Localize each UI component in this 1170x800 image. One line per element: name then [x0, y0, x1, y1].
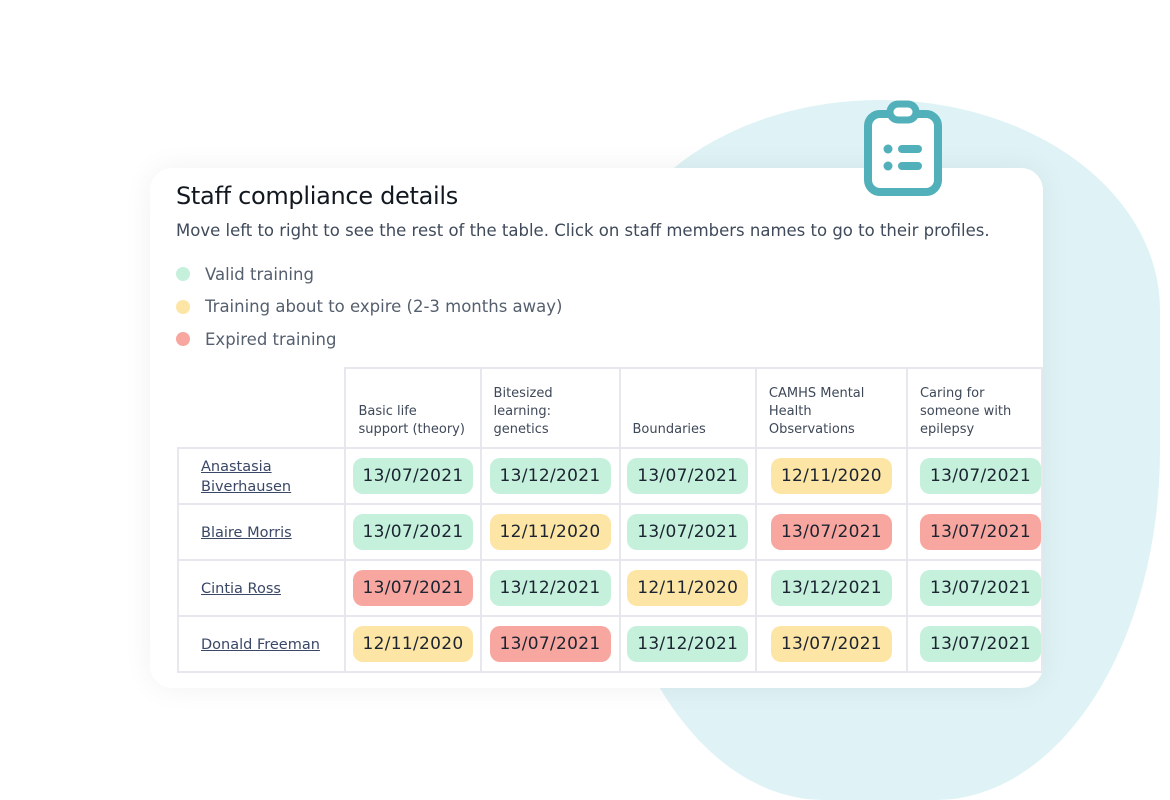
- training-cell: 13/07/2021: [618, 503, 757, 561]
- date-badge-expiring: 12/11/2020: [627, 570, 749, 606]
- training-cell: 13/07/2021: [344, 559, 482, 617]
- training-cell: 13/12/2021: [479, 447, 621, 505]
- date-badge-valid: 13/07/2021: [627, 458, 749, 494]
- compliance-card: Staff compliance details Move left to ri…: [150, 168, 1043, 688]
- staff-profile-link[interactable]: Cintia Ross: [201, 581, 281, 597]
- date-badge-valid: 13/07/2021: [919, 458, 1040, 494]
- table-row: Cintia Ross 13/07/2021 13/12/2021 12/11/202…: [176, 559, 1043, 617]
- date-badge-expiring: 13/07/2021: [770, 626, 892, 662]
- date-badge-valid: 13/07/2021: [352, 458, 474, 494]
- staff-name-cell: Donald Freeman: [176, 615, 347, 673]
- date-badge-valid: 13/07/2021: [919, 626, 1040, 662]
- training-cell: 13/07/2021: [618, 447, 757, 505]
- date-badge-expired: 13/07/2021: [489, 626, 611, 662]
- valid-dot-icon: [176, 267, 190, 282]
- legend-label: Expired training: [205, 329, 337, 349]
- column-header: Boundaries: [618, 367, 757, 449]
- training-cell: 13/07/2021: [905, 447, 1043, 505]
- training-cell: 12/11/2020: [618, 559, 757, 617]
- legend-label: Training about to expire (2-3 months awa…: [205, 297, 563, 317]
- compliance-table[interactable]: Basic life support (theory) Bitesized lea…: [176, 367, 1043, 673]
- date-badge-expiring: 12/11/2020: [770, 458, 892, 494]
- column-header: Caring for someone with epilepsy: [905, 367, 1043, 449]
- legend-label: Valid training: [205, 264, 314, 284]
- training-cell: 13/07/2021: [905, 559, 1043, 617]
- training-cell: 12/11/2020: [754, 447, 908, 505]
- legend-valid: Valid training: [176, 258, 562, 291]
- training-cell: 13/07/2021: [344, 503, 482, 561]
- date-badge-valid: 13/07/2021: [919, 570, 1040, 606]
- expired-dot-icon: [176, 332, 190, 347]
- staff-name-cell: Blaire Morris: [176, 503, 347, 561]
- training-cell: 12/11/2020: [479, 503, 621, 561]
- staff-name-cell: Cintia Ross: [176, 559, 347, 617]
- clipboard-icon: [864, 100, 942, 196]
- column-header: Basic life support (theory): [344, 367, 482, 449]
- date-badge-expiring: 12/11/2020: [352, 626, 474, 662]
- date-badge-valid: 13/12/2021: [489, 570, 611, 606]
- staff-profile-link[interactable]: Anastasia Biverhausen: [201, 459, 292, 495]
- table-row: Anastasia Biverhausen 13/07/2021 13/12/202…: [176, 447, 1043, 505]
- legend-expiring: Training about to expire (2-3 months awa…: [176, 291, 562, 324]
- date-badge-valid: 13/12/2021: [489, 458, 611, 494]
- table-row: Donald Freeman 12/11/2020 13/07/2021 13/12/…: [176, 615, 1043, 673]
- training-cell: 13/07/2021: [344, 447, 482, 505]
- table-row: Blaire Morris 13/07/2021 12/11/2020 13/07/2…: [176, 503, 1043, 561]
- column-header: Bitesized learning: genetics: [479, 367, 621, 449]
- column-header: CAMHS Mental Health Observations: [754, 367, 908, 449]
- training-cell: 13/12/2021: [754, 559, 908, 617]
- date-badge-expiring: 12/11/2020: [489, 514, 611, 550]
- instructions: Move left to right to see the rest of th…: [176, 221, 990, 240]
- training-cell: 13/12/2021: [479, 559, 621, 617]
- date-badge-expired: 13/07/2021: [352, 570, 474, 606]
- training-cell: 13/07/2021: [479, 615, 621, 673]
- date-badge-valid: 13/07/2021: [352, 514, 474, 550]
- date-badge-valid: 13/12/2021: [770, 570, 892, 606]
- training-cell: 13/07/2021: [905, 615, 1043, 673]
- legend: Valid training Training about to expire …: [176, 258, 562, 356]
- page-title: Staff compliance details: [176, 182, 458, 210]
- training-cell: 12/11/2020: [344, 615, 482, 673]
- expiring-dot-icon: [176, 299, 190, 314]
- date-badge-expired: 13/07/2021: [770, 514, 892, 550]
- date-badge-expired: 13/07/2021: [919, 514, 1040, 550]
- training-cell: 13/07/2021: [754, 503, 908, 561]
- date-badge-valid: 13/12/2021: [627, 626, 749, 662]
- date-badge-valid: 13/07/2021: [627, 514, 749, 550]
- corner-cell: [178, 368, 347, 449]
- staff-name-cell: Anastasia Biverhausen: [176, 447, 347, 505]
- staff-profile-link[interactable]: Blaire Morris: [201, 525, 292, 541]
- staff-profile-link[interactable]: Donald Freeman: [201, 637, 320, 653]
- legend-expired: Expired training: [176, 323, 562, 356]
- training-cell: 13/07/2021: [754, 615, 908, 673]
- training-cell: 13/07/2021: [905, 503, 1043, 561]
- training-cell: 13/12/2021: [618, 615, 757, 673]
